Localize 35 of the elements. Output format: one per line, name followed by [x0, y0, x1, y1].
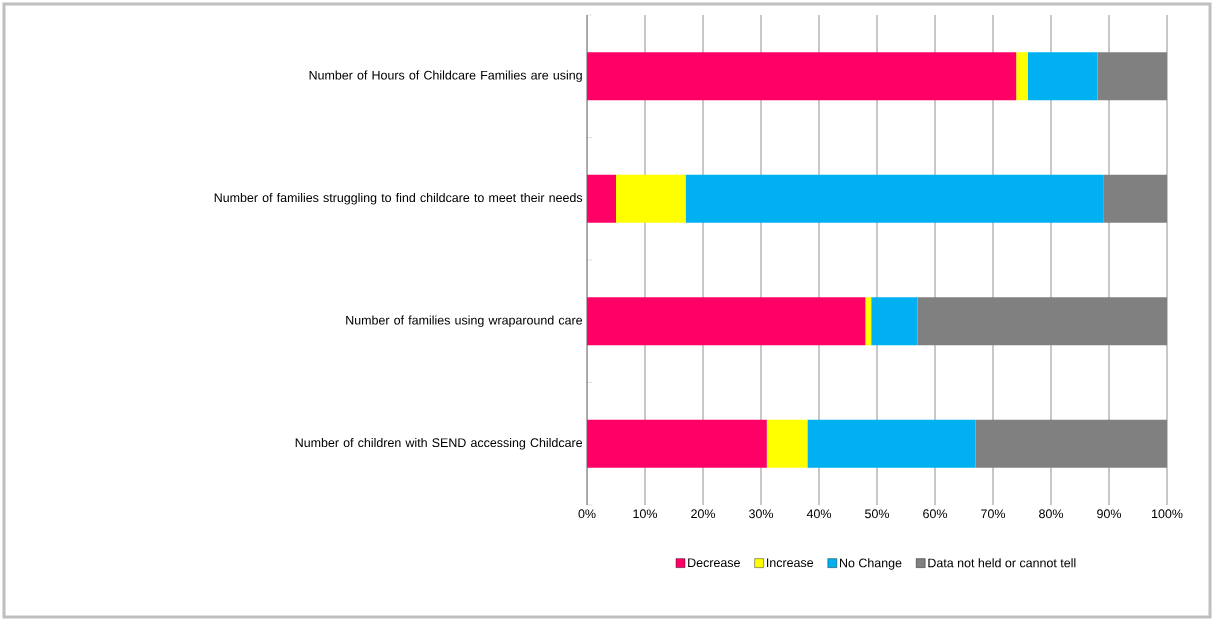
y-tick-label: Number of families using wraparound care — [346, 315, 583, 328]
y-tick-label: Number of Hours of Childcare Families are using — [309, 70, 582, 83]
bar — [917, 297, 1168, 346]
x-tick-label: 20% — [691, 509, 716, 519]
bar — [807, 419, 976, 468]
bar — [766, 419, 808, 468]
legend-label: Decrease — [688, 558, 740, 568]
bar — [1097, 52, 1168, 101]
bar — [1016, 52, 1028, 101]
x-tick-label: 30% — [749, 509, 774, 519]
bar — [587, 419, 767, 468]
x-tick-label: 80% — [1039, 509, 1064, 519]
bar — [587, 297, 866, 346]
bar — [865, 297, 872, 346]
legend-label: Increase — [767, 558, 814, 568]
bar — [587, 52, 1017, 101]
x-tick-label: 60% — [923, 509, 948, 519]
legend-label: Data not held or cannot tell — [928, 558, 1076, 568]
x-tick-label: 50% — [865, 509, 890, 519]
bar — [587, 174, 616, 223]
x-tick-label: 70% — [981, 509, 1006, 519]
y-tick-label: Number of families struggling to find childcare to meet their needs — [214, 192, 583, 205]
y-tick-label: Number of children with SEND accessing Childcare — [295, 437, 583, 450]
bar — [871, 297, 918, 346]
x-tick-label: 0% — [578, 509, 596, 519]
x-tick-label: 40% — [806, 509, 832, 519]
x-tick-label: 90% — [1097, 509, 1122, 519]
bar — [975, 419, 1168, 468]
bar — [1027, 52, 1098, 101]
bar — [1103, 174, 1168, 223]
x-tick-label: 10% — [633, 509, 658, 519]
bar — [616, 174, 686, 223]
legend-label: No Change — [840, 558, 902, 570]
x-tick-label: 100% — [1152, 509, 1183, 519]
bar — [685, 174, 1104, 223]
